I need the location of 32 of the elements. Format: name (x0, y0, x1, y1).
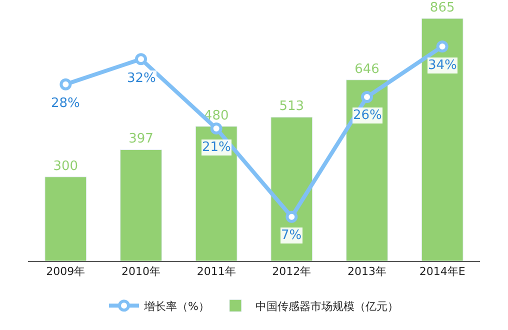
bar (421, 18, 464, 261)
point (286, 210, 298, 223)
x-tick-label: 2014年E (419, 265, 466, 278)
data-label: 34% (428, 58, 457, 73)
x-tick-label: 2013年 (348, 265, 386, 278)
x-tick-label: 2011年 (196, 265, 236, 278)
point (436, 40, 448, 52)
data-label: 7% (281, 228, 302, 243)
point (361, 90, 373, 103)
bar (120, 149, 162, 261)
data-label: 513 (279, 99, 304, 114)
data-label: 21% (202, 140, 231, 155)
data-label: 480 (204, 108, 229, 124)
x-tick-label: 2009年 (46, 265, 86, 278)
bar (195, 126, 238, 261)
legend-label: 增长率（%） (143, 300, 210, 313)
x-tick-label: 2012年 (272, 265, 312, 278)
data-label: 32% (127, 71, 156, 86)
point (210, 122, 222, 134)
data-label: 865 (430, 0, 455, 16)
data-label: 397 (128, 132, 154, 147)
point (60, 78, 72, 90)
x-tick-label: 2010年 (122, 265, 160, 278)
legend-label: 中国传感器市场规模（亿元） (255, 300, 398, 313)
bar (346, 80, 388, 261)
point (135, 53, 147, 66)
bar (44, 176, 87, 261)
data-label: 26% (353, 108, 382, 123)
data-label: 28% (51, 96, 80, 111)
data-label: 300 (53, 158, 78, 174)
data-label: 646 (354, 62, 380, 77)
bar (270, 116, 313, 261)
